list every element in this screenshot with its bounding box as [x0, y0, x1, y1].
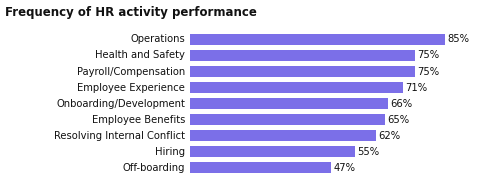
Text: Off-boarding: Off-boarding: [122, 163, 185, 173]
Text: Onboarding/Development: Onboarding/Development: [56, 99, 185, 109]
Bar: [190, 130, 376, 141]
Text: Payroll/Compensation: Payroll/Compensation: [77, 67, 185, 77]
Bar: [190, 34, 445, 45]
Text: 47%: 47%: [334, 163, 355, 173]
Bar: [190, 146, 355, 157]
Text: 62%: 62%: [378, 131, 400, 141]
Bar: [190, 162, 331, 173]
Text: 75%: 75%: [418, 51, 440, 60]
Text: Resolving Internal Conflict: Resolving Internal Conflict: [54, 131, 185, 141]
Text: Frequency of HR activity performance: Frequency of HR activity performance: [5, 6, 257, 18]
Text: Operations: Operations: [130, 34, 185, 44]
Text: Health and Safety: Health and Safety: [95, 51, 185, 60]
Text: Employee Benefits: Employee Benefits: [92, 115, 185, 125]
Text: Employee Experience: Employee Experience: [77, 83, 185, 92]
Text: 65%: 65%: [388, 115, 409, 125]
Text: 55%: 55%: [358, 147, 380, 157]
Text: 75%: 75%: [418, 67, 440, 77]
Bar: [190, 82, 403, 93]
Bar: [190, 98, 388, 109]
Bar: [190, 66, 415, 77]
Text: Hiring: Hiring: [155, 147, 185, 157]
Text: 71%: 71%: [406, 83, 427, 92]
Bar: [190, 114, 385, 125]
Text: 85%: 85%: [448, 34, 469, 44]
Bar: [190, 50, 415, 61]
Text: 66%: 66%: [390, 99, 412, 109]
